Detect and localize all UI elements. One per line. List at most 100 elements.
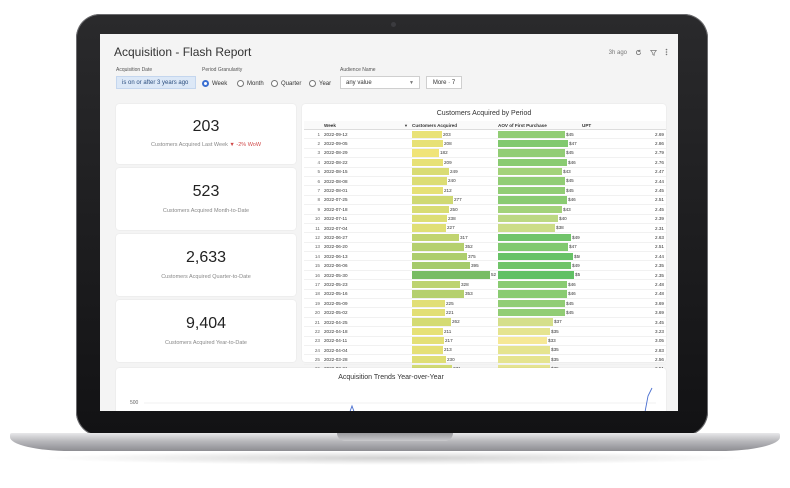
camera-icon — [391, 22, 396, 27]
week-cell: 2022-04-25 — [322, 317, 410, 328]
week-cell: 2022-05-09 — [322, 298, 410, 309]
aov-cell: $45 — [496, 176, 580, 187]
week-cell: 2022-08-08 — [322, 176, 410, 187]
upt-cell: 2.56 — [580, 354, 666, 365]
aov-cell: $47 — [496, 242, 580, 253]
trend-lines — [144, 387, 656, 411]
upt-cell: 2.83 — [580, 345, 666, 356]
aov-cell: $46 — [496, 195, 580, 206]
aov-cell: $49 — [496, 260, 580, 271]
upt-cell: 2.45 — [580, 185, 666, 196]
period-option-week[interactable]: Week — [202, 80, 227, 87]
chevron-down-icon: ▼ — [409, 79, 414, 86]
week-cell: 2022-09-12 — [322, 129, 410, 140]
table-row: 19 2022-05-09 225 $45 3.69 — [304, 298, 666, 309]
table-row: 23 2022-04-11 217 $33 3.05 — [304, 336, 666, 347]
kpi-value: 203 — [192, 118, 220, 135]
radio-icon — [237, 80, 244, 87]
period-option-year[interactable]: Year — [309, 80, 331, 87]
trend-series-line — [349, 404, 355, 411]
kpi-value: 523 — [192, 183, 220, 200]
acquisition-date-label: Acquisition Date — [116, 67, 153, 73]
column-header-upt[interactable]: UPT — [580, 121, 666, 130]
kpi-card-last-week: 203 Customers Acquired Last Week ▼ -2% W… — [116, 104, 296, 164]
table-row: 12 2022-06-27 317 $49 2.63 — [304, 232, 666, 243]
row-index: 3 — [304, 148, 322, 159]
week-cell: 2022-06-20 — [322, 242, 410, 253]
table-row: 2 2022-09-05 208 $47 2.86 — [304, 138, 666, 149]
customers-cell: 240 — [410, 176, 496, 187]
row-index: 10 — [304, 214, 322, 224]
customers-cell: 221 — [410, 307, 496, 318]
customers-cell: 225 — [410, 298, 496, 309]
aov-cell: $49 — [496, 232, 580, 243]
week-cell: 2022-05-02 — [322, 307, 410, 318]
column-header-customers[interactable]: Customers Acquired — [410, 121, 496, 130]
customers-cell: 238 — [410, 214, 496, 224]
kpi-value: 2,633 — [185, 249, 227, 266]
filter-icon[interactable] — [650, 49, 657, 58]
table-row: 6 2022-08-08 240 $45 2.44 — [304, 176, 666, 187]
kpi-label: Customers Acquired Year-to-Date — [165, 340, 247, 346]
table-row: 5 2022-08-15 249 $43 2.47 — [304, 167, 666, 177]
radio-selected-icon — [202, 80, 209, 87]
aov-cell: $33 — [496, 336, 580, 347]
upt-cell: 2.69 — [580, 129, 666, 140]
table-row: 21 2022-04-25 262 $37 3.45 — [304, 317, 666, 328]
aov-cell: $38 — [496, 223, 580, 234]
wow-delta: ▼ -2% WoW — [229, 142, 262, 148]
aov-cell: $50 — [496, 251, 580, 262]
upt-cell: 2.48 — [580, 279, 666, 290]
row-index: 15 — [304, 260, 322, 271]
aov-cell: $35 — [496, 345, 580, 356]
upt-cell: 2.86 — [580, 138, 666, 149]
more-vertical-icon[interactable] — [665, 48, 668, 58]
dashboard-screen: Acquisition - Flash Report 3h ago Acquis… — [100, 34, 678, 411]
week-cell: 2022-07-25 — [322, 195, 410, 206]
customers-cell: 208 — [410, 138, 496, 149]
customers-cell: 211 — [410, 326, 496, 337]
column-header-aov[interactable]: AOV of First Purchase — [496, 121, 580, 130]
laptop-base — [10, 433, 780, 451]
aov-cell: $37 — [496, 317, 580, 328]
table-row: 18 2022-05-16 353 $46 2.48 — [304, 289, 666, 300]
table-row: 4 2022-08-22 209 $46 2.76 — [304, 157, 666, 168]
aov-cell: $46 — [496, 289, 580, 300]
customers-cell: 352 — [410, 242, 496, 253]
row-index: 16 — [304, 270, 322, 281]
customers-cell: 395 — [410, 260, 496, 271]
row-index: 20 — [304, 307, 322, 318]
more-filters-button[interactable]: More · 7 — [426, 76, 462, 89]
upt-cell: 2.44 — [580, 176, 666, 187]
customers-cell: 262 — [410, 317, 496, 328]
period-option-quarter[interactable]: Quarter — [271, 80, 301, 87]
table-row: 25 2022-03-28 230 $35 2.56 — [304, 354, 666, 365]
row-index: 12 — [304, 232, 322, 243]
customers-cell: 209 — [410, 157, 496, 168]
row-index: 1 — [304, 129, 322, 140]
week-cell: 2022-04-11 — [322, 336, 410, 347]
header-actions: 3h ago — [609, 48, 668, 58]
week-cell: 2022-07-04 — [322, 223, 410, 234]
customers-cell: 375 — [410, 251, 496, 262]
row-index: 17 — [304, 279, 322, 290]
week-cell: 2022-08-29 — [322, 148, 410, 159]
row-index: 25 — [304, 354, 322, 365]
aov-cell: $35 — [496, 326, 580, 337]
customers-cell: 249 — [410, 167, 496, 177]
row-index: 4 — [304, 157, 322, 168]
customers-cell: 328 — [410, 279, 496, 290]
acquisition-date-filter[interactable]: is on or after 3 years ago — [116, 76, 196, 89]
upt-cell: 2.35 — [580, 270, 666, 281]
refresh-icon[interactable] — [635, 49, 642, 58]
period-granularity-label: Period Granularity — [202, 67, 243, 73]
trend-y-tick: 500 — [130, 400, 139, 406]
trend-series-line — [644, 387, 653, 411]
audience-name-select[interactable]: any value ▼ — [340, 76, 420, 89]
period-option-month[interactable]: Month — [237, 80, 264, 87]
column-header-week[interactable]: Week ▼ — [322, 121, 410, 130]
trend-chart-title: Acquisition Trends Year-over-Year — [338, 374, 444, 381]
customers-cell: 277 — [410, 195, 496, 206]
upt-cell: 2.79 — [580, 148, 666, 159]
table-row: 9 2022-07-18 250 $43 2.45 — [304, 204, 666, 215]
